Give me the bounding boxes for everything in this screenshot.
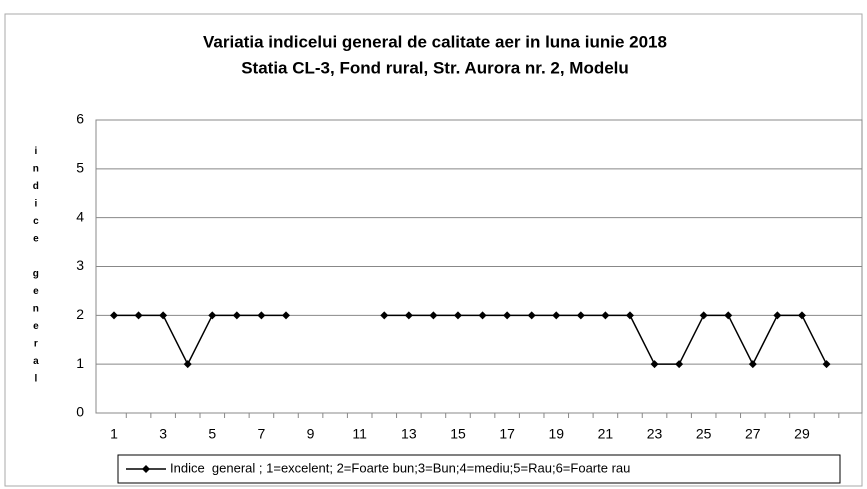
marker [797, 311, 806, 320]
legend [117, 454, 841, 484]
x-tick-label: 1 [110, 426, 118, 442]
marker [601, 311, 610, 320]
marker [527, 311, 536, 320]
y-tick-label: 4 [76, 208, 84, 224]
y-tick-label: 3 [76, 257, 84, 273]
x-tick-label: 15 [450, 426, 466, 442]
y-axis-label: indice general [30, 146, 41, 391]
x-tick-label: 3 [159, 426, 167, 442]
x-tick-label: 17 [499, 426, 515, 442]
y-tick-label: 1 [76, 355, 84, 371]
x-tick-label: 13 [401, 426, 417, 442]
chart-frame [4, 13, 863, 487]
x-tick-label: 21 [598, 426, 614, 442]
x-tick-label: 9 [307, 426, 315, 442]
marker [134, 311, 143, 320]
x-tick-label: 23 [647, 426, 663, 442]
marker [625, 311, 634, 320]
marker [257, 311, 266, 320]
marker [724, 311, 733, 320]
x-tick-label: 25 [696, 426, 712, 442]
marker [748, 360, 757, 369]
marker [183, 360, 192, 369]
marker [675, 360, 684, 369]
x-tick-label: 27 [745, 426, 761, 442]
y-tick-label: 6 [76, 111, 84, 127]
chart-subtitle: Statia CL-3, Fond rural, Str. Aurora nr.… [241, 58, 629, 77]
legend-label: Indice general ; 1=excelent; 2=Foarte bu… [170, 460, 630, 475]
x-tick-label: 11 [352, 426, 367, 442]
marker [453, 311, 462, 320]
marker [822, 360, 831, 369]
chart-title: Variatia indicelui general de calitate a… [203, 32, 667, 51]
y-tick-label: 2 [76, 306, 84, 322]
marker [208, 311, 217, 320]
marker [576, 311, 585, 320]
marker [503, 311, 512, 320]
marker [699, 311, 708, 320]
marker [281, 311, 290, 320]
marker [110, 311, 118, 320]
x-tick-label: 7 [258, 426, 266, 442]
marker [159, 311, 168, 320]
y-tick-label: 5 [76, 160, 84, 176]
x-tick-label: 29 [794, 426, 810, 442]
marker [773, 311, 782, 320]
marker [650, 360, 659, 369]
x-tick-label: 5 [208, 426, 216, 442]
legend-marker [142, 465, 150, 473]
marker [404, 311, 413, 320]
marker [429, 311, 438, 320]
x-tick-label: 19 [548, 426, 564, 442]
marker [552, 311, 561, 320]
y-tick-label: 0 [76, 404, 84, 420]
marker [232, 311, 241, 320]
marker [478, 311, 487, 320]
marker [380, 311, 389, 320]
